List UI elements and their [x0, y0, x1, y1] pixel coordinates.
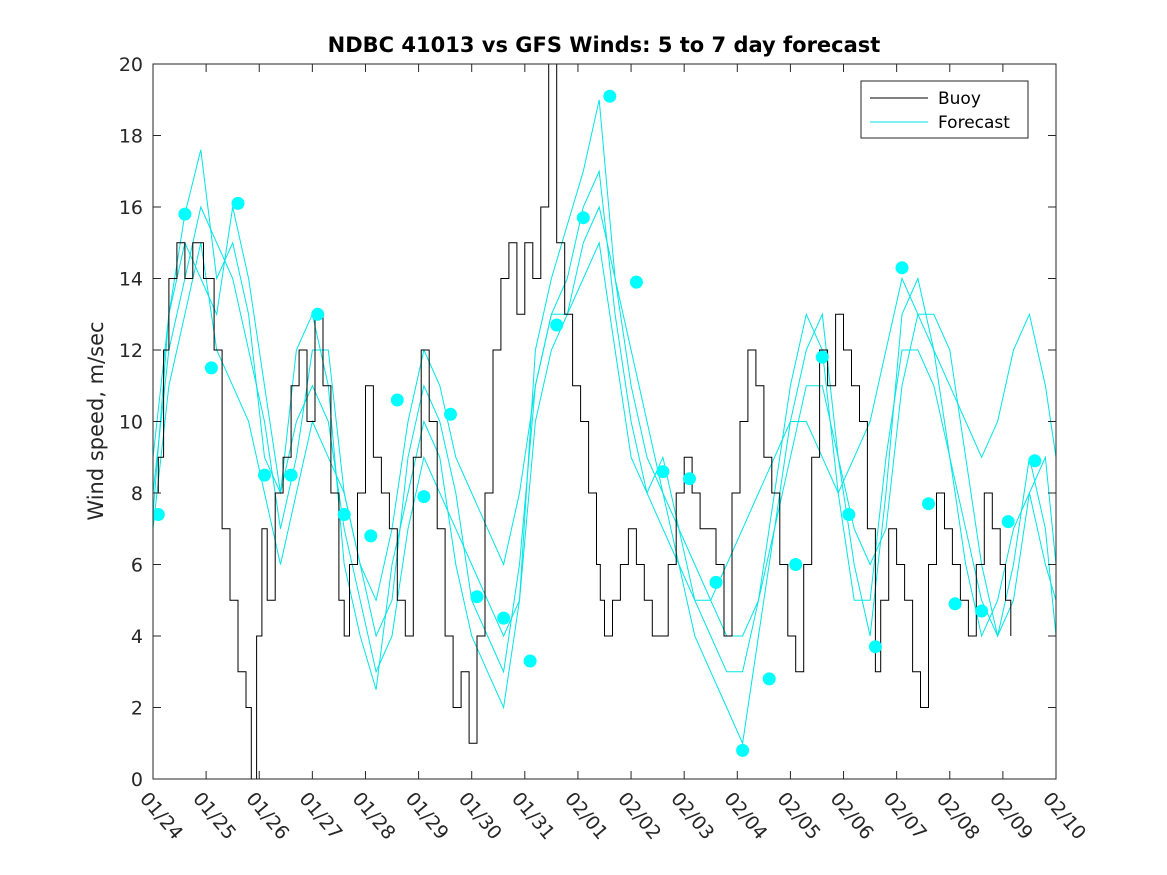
y-tick-label: 14 [119, 269, 143, 291]
forecast-marker [922, 497, 935, 511]
y-tick-label: 18 [119, 126, 143, 148]
forecast-marker [762, 672, 776, 686]
y-tick-label: 8 [131, 483, 143, 505]
forecast-marker [709, 575, 723, 589]
y-tick-label: 12 [119, 340, 143, 362]
forecast-line-3 [153, 205, 1056, 674]
forecast-marker [629, 275, 643, 289]
forecast-marker [311, 307, 325, 321]
forecast-marker [231, 196, 245, 210]
y-tick-label: 20 [119, 54, 143, 76]
forecast-marker [390, 393, 404, 407]
forecast-marker [948, 597, 962, 611]
forecast-marker [842, 508, 856, 521]
forecast-marker [523, 654, 537, 668]
forecast-line-4 [153, 241, 1056, 602]
forecast-marker [417, 490, 431, 504]
forecast-marker [364, 529, 378, 543]
forecast-marker [895, 261, 909, 275]
y-tick-label: 2 [131, 698, 143, 720]
forecast-marker [204, 361, 218, 375]
forecast-marker [497, 611, 511, 625]
forecast-marker [683, 472, 696, 486]
forecast-marker [736, 743, 750, 757]
legend-buoy-label: Buoy [938, 89, 981, 109]
y-tick-label: 10 [119, 412, 143, 434]
forecast-marker [789, 558, 803, 571]
legend-forecast-label: Forecast [938, 113, 1010, 133]
forecast-marker [576, 211, 590, 225]
forecast-marker [1001, 515, 1015, 529]
y-tick-label: 16 [119, 197, 143, 219]
legend: Buoy Forecast [860, 80, 1029, 139]
forecast-marker [868, 640, 882, 654]
forecast-marker [656, 465, 670, 479]
forecast-marker [337, 508, 351, 521]
buoy-line [153, 64, 1012, 779]
legend-box [860, 80, 1029, 139]
forecast-marker [178, 207, 192, 221]
chart-title: NDBC 41013 vs GFS Winds: 5 to 7 day fore… [328, 33, 881, 57]
forecast-marker [603, 89, 617, 103]
forecast-marker [444, 407, 457, 421]
forecast-marker [550, 318, 564, 332]
y-tick-label: 0 [131, 769, 143, 791]
y-axis: 0 2 4 6 8 10 12 14 16 18 20 [119, 54, 1056, 791]
y-tick-label: 4 [131, 626, 143, 648]
y-axis-label: Wind speed, m/sec [84, 321, 108, 520]
forecast-marker [1028, 454, 1042, 468]
forecast-marker [258, 468, 271, 482]
y-tick-label: 6 [131, 555, 143, 577]
forecast-marker [815, 350, 829, 364]
forecast-marker [153, 508, 165, 521]
forecast-marker [975, 604, 989, 618]
forecast-marker [470, 590, 484, 604]
forecast-marker [284, 468, 298, 482]
